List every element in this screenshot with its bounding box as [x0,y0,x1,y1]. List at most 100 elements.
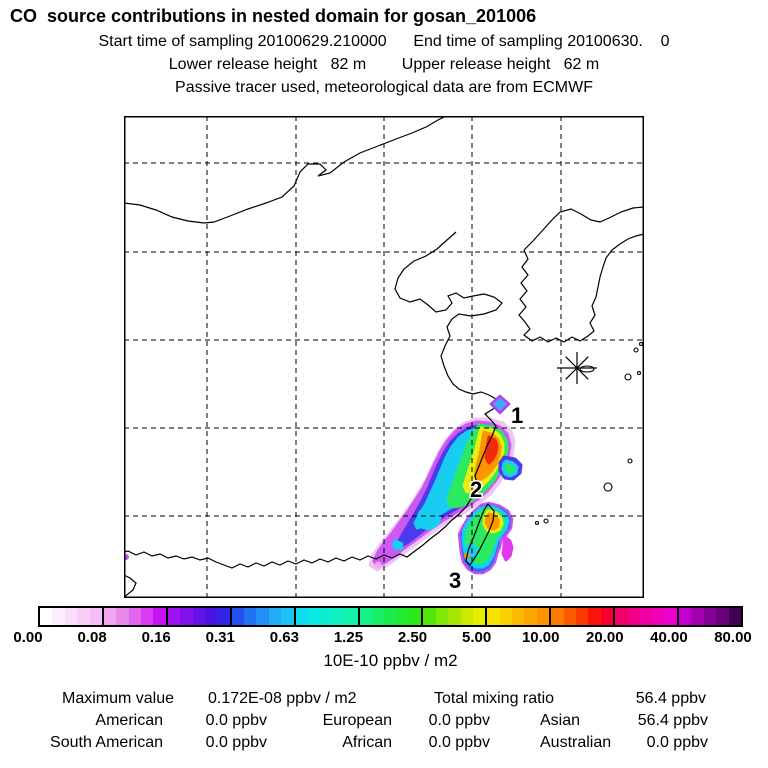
colorbar-cell [512,608,525,625]
colorbar [38,606,743,627]
coastline [465,503,495,566]
region-value-australian: 0.0 ppbv [646,734,708,751]
colorbar-segment [40,608,102,625]
colorbar-cell [141,608,154,625]
colorbar-cell [244,608,257,625]
coastline [123,115,447,224]
source-marker-label: 3 [449,568,461,593]
colorbar-cell [268,608,282,625]
colorbar-segment [165,608,230,625]
map-panel: 1 2 3 [123,115,645,598]
colorbar-cell [679,608,692,625]
island [534,520,540,526]
colorbar-cell [664,608,678,625]
colorbar-cell [460,608,473,625]
island [638,341,644,347]
colorbar-cell [153,608,166,625]
colorbar-cell [384,608,397,625]
coastline [523,206,645,251]
maximum-value: 0.172E-08 ppbv / m2 [208,690,357,707]
colorbar-cell [231,608,245,625]
colorbar-cell [192,608,205,625]
colorbar-cell [103,608,117,625]
colorbar-cell [64,608,78,625]
map-border [124,116,644,598]
plume-contour [415,505,442,531]
colorbar-cell [728,608,741,625]
island [633,347,639,353]
colorbar-cell [345,608,358,625]
colorbar-cell [371,608,385,625]
colorbar-cell [691,608,704,625]
total-mixing-ratio-value: 56.4 ppbv [635,690,706,707]
colorbar-cell [167,608,181,625]
region-value-european: 0.0 ppbv [428,712,490,729]
maximum-value-label: Maximum value [62,690,175,707]
colorbar-tick-labels: 0.00 0.08 0.16 0.31 0.63 1.25 2.50 5.00 10.00 20.… [0,629,768,647]
region-label-american: American [95,712,163,729]
coastline [123,402,501,569]
plume-contour [504,463,515,474]
total-mixing-ratio-label: Total mixing ratio [434,690,555,707]
colorbar-cell [332,608,346,625]
plume-contour [484,512,500,531]
colorbar-segment [549,608,614,625]
colorbar-cell [487,608,500,625]
colorbar-cell [536,608,550,625]
source-marker-label: 1 [511,403,523,428]
colorbar-segment [485,608,550,625]
colorbar-cell [716,608,729,625]
plume-contour [391,539,404,551]
colorbar-segment [677,608,741,625]
region-label-european: European [322,712,392,729]
colorbar-segment [613,608,678,625]
sampling-times-line: Start time of sampling 20100629.210000 E… [98,33,670,50]
colorbar-cell [89,608,102,625]
colorbar-cell [627,608,640,625]
region-value-american: 0.0 ppbv [205,712,267,729]
colorbar-cell [576,608,589,625]
colorbar-cell [281,608,294,625]
colorbar-segment [229,608,294,625]
colorbar-cell [563,608,576,625]
colorbar-tick: 2.50 [397,629,428,646]
colorbar-cell [600,608,614,625]
release-diamond-marker [489,394,511,415]
colorbar-tick: 0.08 [77,629,107,646]
colorbar-cell [396,608,410,625]
colorbar-tick: 10.00 [521,629,560,646]
colorbar-segment [293,608,358,625]
colorbar-cell [40,608,53,625]
region-value-south-american: 0.0 ppbv [205,734,267,751]
colorbar-cell [639,608,653,625]
colorbar-tick: 1.25 [333,629,364,646]
plume-contour [501,535,514,562]
tracer-note-line: Passive tracer used, meteorological data… [175,79,593,96]
region-label-australian: Australian [540,734,612,751]
colorbar-segment [101,608,166,625]
source-marker-label: 2 [470,477,482,502]
coastline [518,233,645,343]
colorbar-cell [116,608,129,625]
colorbar-cell [128,608,142,625]
region-label-asian: Asian [540,712,581,729]
colorbar-unit-label: 10E-10 ppbv / m2 [323,651,458,670]
coastline [394,231,503,404]
colorbar-cell [320,608,333,625]
colorbar-cell [588,608,601,625]
region-value-african: 0.0 ppbv [428,734,490,751]
colorbar-cell [409,608,422,625]
colorbar-cell [204,608,218,625]
colorbar-segment [357,608,422,625]
colorbar-cell [703,608,717,625]
plume-spot [374,561,382,569]
region-label-south-american: South American [50,734,163,751]
colorbar-cell [77,608,90,625]
colorbar-tick: 0.00 [13,629,43,646]
colorbar-cell [423,608,436,625]
colorbar-segment [421,608,486,625]
colorbar-cell [615,608,628,625]
source-contribution-map: 1 2 3 [123,115,645,598]
colorbar-cell [472,608,486,625]
plot-title: CO source contributions in nested domain… [10,6,537,26]
